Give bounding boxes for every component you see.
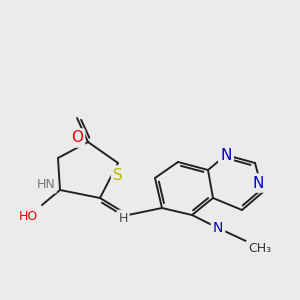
Text: N: N — [252, 176, 264, 190]
Text: CH₃: CH₃ — [248, 242, 271, 254]
Text: N: N — [220, 148, 232, 163]
Text: HO: HO — [19, 211, 38, 224]
Text: S: S — [113, 167, 123, 182]
Text: O: O — [71, 130, 83, 146]
Text: H: H — [118, 212, 128, 224]
Text: HN: HN — [36, 178, 55, 191]
Text: N: N — [213, 221, 223, 235]
